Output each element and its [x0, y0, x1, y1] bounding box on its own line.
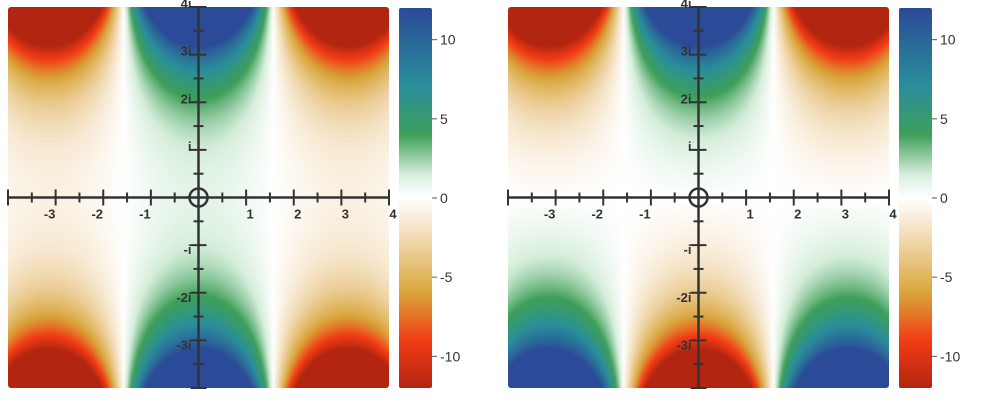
colorbar-tick-label: 10 [440, 32, 456, 48]
x-tick-label: -3 [544, 207, 556, 222]
y-tick-label: -2i [676, 290, 691, 305]
x-tick-label: 2 [294, 207, 301, 222]
x-tick-label: 3 [842, 207, 849, 222]
left-panel: -3 -2 -1 1 2 3 4 4i 3i 2i i -i -2i -3i 10 5 0 -5 -10 [7, 0, 460, 389]
x-tick-label: -1 [139, 207, 151, 222]
colorbar-tick-label: 5 [940, 111, 948, 127]
chart-left: -3 -2 -1 1 2 3 4 4i 3i 2i i -i -2i -3i 10 5 0 -5 -10 [7, 0, 460, 389]
colorbar [399, 8, 432, 388]
y-tick-label: 3i [681, 44, 692, 59]
x-tick-label: -1 [639, 207, 651, 222]
chart-right: -3 -2 -1 1 2 3 4 4i 3i 2i i -i -2i -3i 10 5 0 -5 -10 [507, 0, 960, 389]
axes: -3 -2 -1 1 2 3 4 4i 3i 2i i -i -2i -3i [507, 0, 897, 389]
y-tick-label: 2i [181, 91, 192, 106]
colorbar-tick-label: 0 [940, 190, 948, 206]
colorbar [899, 8, 932, 388]
y-tick-label: -2i [176, 290, 191, 305]
colorbar-tick-label: 0 [440, 190, 448, 206]
y-tick-label: 3i [181, 44, 192, 59]
x-tick-label: 4 [889, 207, 897, 222]
y-tick-label: -3i [176, 337, 191, 352]
y-tick-label: -i [684, 242, 692, 257]
y-tick-label: 2i [681, 91, 692, 106]
y-tick-label: 4i [681, 0, 692, 11]
x-tick-label: 2 [794, 207, 801, 222]
colorbar-tick-label: -10 [440, 348, 460, 364]
y-tick-label: i [188, 139, 192, 154]
y-tick-label: i [688, 139, 692, 154]
x-tick-label: 1 [247, 207, 254, 222]
x-tick-label: 4 [389, 207, 397, 222]
right-panel: -3 -2 -1 1 2 3 4 4i 3i 2i i -i -2i -3i 10 5 0 -5 -10 [500, 0, 1000, 405]
colorbar-tick-label: -10 [940, 348, 960, 364]
y-tick-label: 4i [181, 0, 192, 11]
x-tick-label: -2 [591, 207, 603, 222]
colorbar-tick-label: 10 [940, 32, 956, 48]
colorbar-tick-label: -5 [440, 269, 453, 285]
x-tick-label: 3 [342, 207, 349, 222]
y-tick-label: -i [184, 242, 192, 257]
colorbar-tick-label: 5 [440, 111, 448, 127]
colorbar-tick-label: -5 [940, 269, 953, 285]
origin-marker [688, 187, 709, 208]
origin-marker [188, 187, 209, 208]
axes: -3 -2 -1 1 2 3 4 4i 3i 2i i -i -2i -3i [7, 0, 397, 389]
x-tick-label: 1 [747, 207, 754, 222]
x-tick-label: -2 [91, 207, 103, 222]
y-tick-label: -3i [676, 337, 691, 352]
x-tick-label: -3 [44, 207, 56, 222]
